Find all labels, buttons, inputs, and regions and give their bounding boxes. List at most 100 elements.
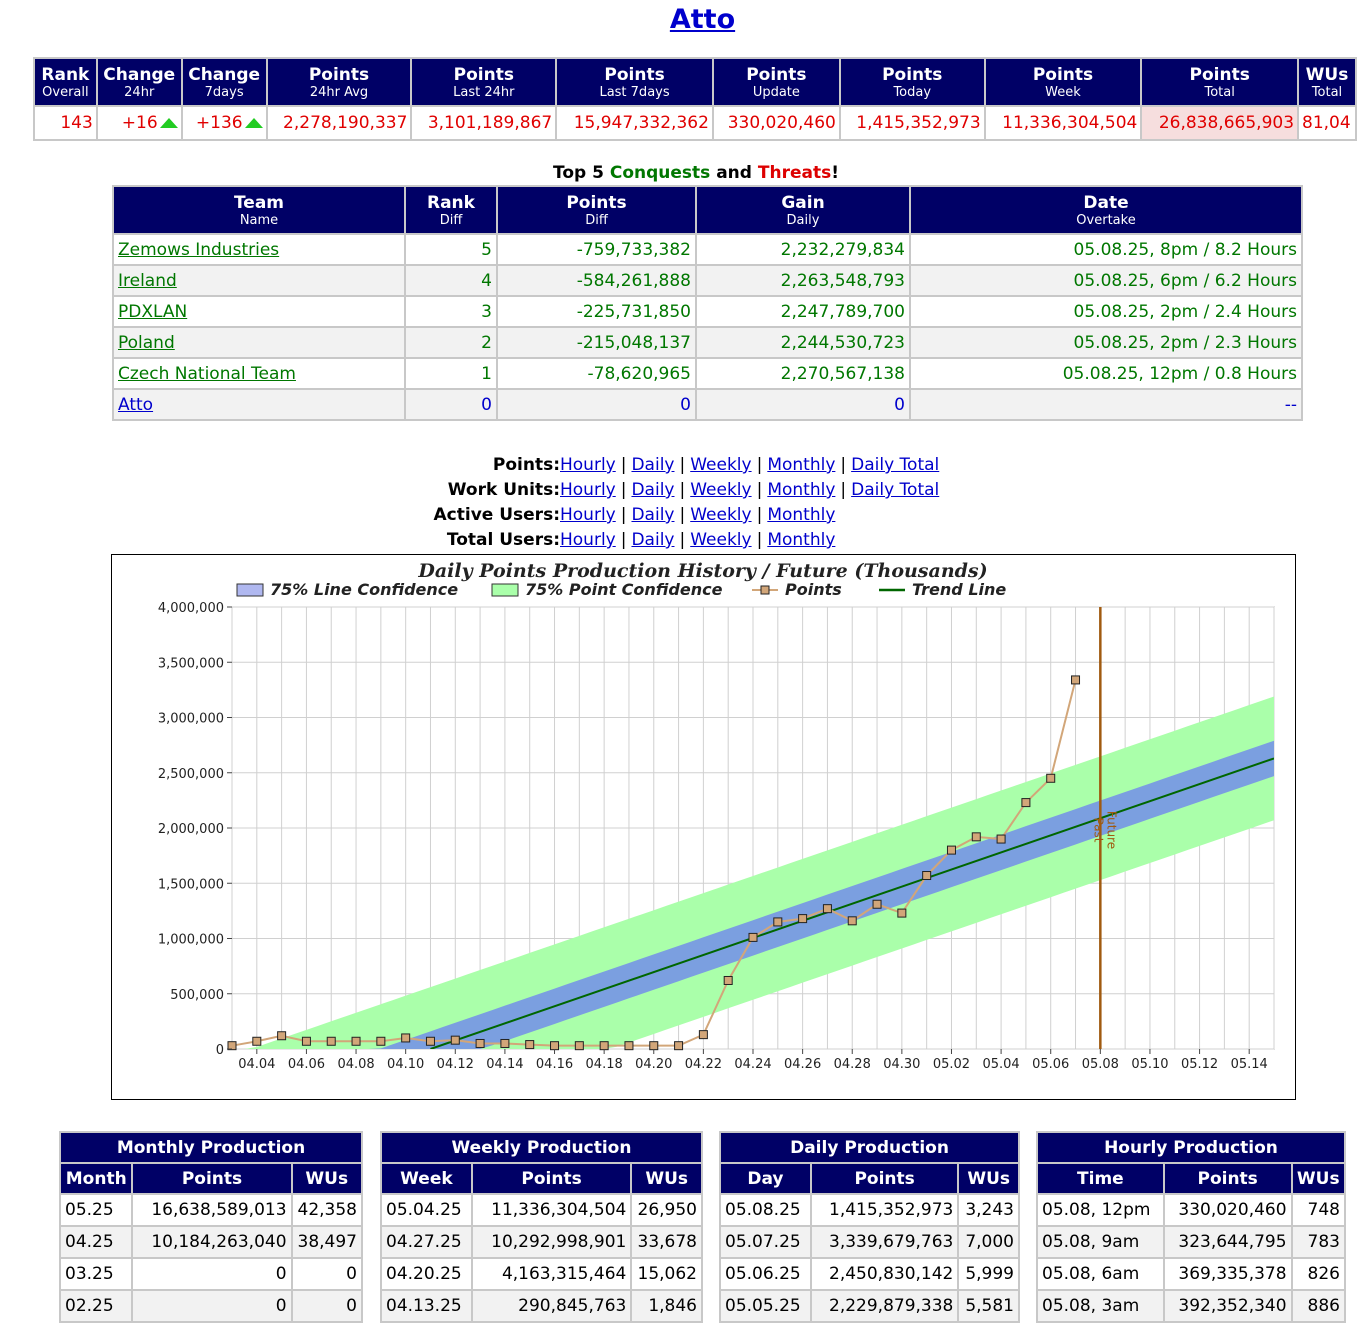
chart-link-daily-total[interactable]: Daily Total: [851, 455, 940, 475]
daily-title: Daily Production: [719, 1131, 1020, 1164]
hourly-column-row: Time Points WUs: [1036, 1162, 1347, 1195]
conquests-header-cell: Date Overtake: [909, 185, 1303, 235]
stats-value-cell: +136: [180, 105, 268, 141]
conquest-points: -215,048,137: [576, 332, 691, 353]
weekly-cell: 33,678: [630, 1225, 703, 1259]
stats-header-top: Rank: [41, 64, 90, 85]
data-point: [326, 1036, 336, 1046]
data-point: [847, 916, 857, 926]
chart-link-monthly[interactable]: Monthly: [767, 455, 836, 475]
daily-cell: 3,339,679,763: [809, 1225, 960, 1259]
daily-cell: 2,450,830,142: [809, 1257, 960, 1291]
x-tick-label: 04.26: [784, 1057, 821, 1072]
table-row: 05.04.25 11,336,304,504 26,950: [380, 1193, 703, 1227]
conquest-rank-cell: 0: [404, 388, 498, 421]
stats-header-row: Rank Overall Change 24hr Change 7days Points 24…: [33, 57, 1357, 107]
chart-link-weekly[interactable]: Weekly: [690, 455, 752, 475]
table-row: 05.08.25 1,415,352,973 3,243: [719, 1193, 1020, 1227]
data-point: [822, 904, 832, 914]
daily-cell: 7,000: [957, 1225, 1020, 1259]
table-row: 05.07.25 3,339,679,763 7,000: [719, 1225, 1020, 1259]
point-confidence-band: [232, 696, 1274, 1049]
hourly-cell: 323,644,795: [1162, 1225, 1293, 1259]
chart-link-daily[interactable]: Daily: [631, 455, 675, 475]
monthly-cell: 03.25: [58, 1257, 134, 1291]
monthly-cell: 05.25: [58, 1193, 134, 1227]
stats-value-cell: 26,838,665,903: [1140, 105, 1300, 141]
chart-link-row: Active Users:Hourly | Daily | Weekly | Monthly: [420, 505, 836, 525]
conquest-date-cell: 05.08.25, 2pm / 2.4 Hours: [909, 295, 1303, 328]
x-tick-label: 04.30: [883, 1057, 920, 1072]
weekly-cell: 290,845,763: [470, 1289, 633, 1323]
chart-link-monthly[interactable]: Monthly: [767, 505, 836, 525]
caption-threats: Threats: [757, 163, 832, 183]
conquest-row: PDXLAN 3 -225,731,850 2,247,789,700 05.08.25…: [112, 295, 1303, 328]
x-tick-label: 05.10: [1131, 1057, 1168, 1072]
data-point: [723, 975, 733, 985]
conquest-date: 05.08.25, 2pm / 2.4 Hours: [1073, 301, 1297, 322]
daily-cell: 1,415,352,973: [809, 1193, 960, 1227]
daily-column-header: WUs: [957, 1162, 1020, 1195]
conquests-header-cell: Team Name: [112, 185, 406, 235]
team-link[interactable]: Zemows Industries: [118, 239, 280, 260]
link-separator: |: [620, 480, 627, 500]
conquests-header-top: Rank: [427, 192, 475, 213]
data-point: [301, 1036, 311, 1046]
chart-link-daily[interactable]: Daily: [631, 480, 675, 500]
chart-link-daily[interactable]: Daily: [631, 530, 675, 550]
chart-link-monthly[interactable]: Monthly: [767, 530, 836, 550]
data-point: [698, 1030, 708, 1040]
weekly-cell: 4,163,315,464: [470, 1257, 633, 1291]
stats-header-top: Change: [188, 64, 261, 85]
chart-link-weekly[interactable]: Weekly: [690, 505, 752, 525]
conquest-gain-cell: 2,263,548,793: [695, 264, 911, 297]
conquest-rank-cell: 5: [404, 233, 498, 266]
conquest-date: 05.08.25, 12pm / 0.8 Hours: [1062, 363, 1297, 384]
conquests-header-top: Team: [233, 192, 285, 213]
team-link[interactable]: Poland: [118, 332, 175, 353]
conquest-gain-cell: 2,244,530,723: [695, 326, 911, 359]
chart-link-hourly[interactable]: Hourly: [560, 505, 616, 525]
x-tick-label: 04.28: [834, 1057, 871, 1072]
chart-link-hourly[interactable]: Hourly: [560, 530, 616, 550]
chart-link-hourly[interactable]: Hourly: [560, 455, 616, 475]
y-tick-label: 3,500,000: [158, 656, 224, 671]
weekly-column-row: Week Points WUs: [380, 1162, 703, 1195]
stats-header-cell: Points Last 7days: [555, 57, 714, 107]
monthly-cell: 42,358: [290, 1193, 364, 1227]
team-name-cell: Ireland: [112, 264, 406, 297]
conquest-gain-cell: 2,232,279,834: [695, 233, 911, 266]
team-link[interactable]: Ireland: [118, 270, 177, 291]
chart-link-monthly[interactable]: Monthly: [767, 480, 836, 500]
chart-link-hourly[interactable]: Hourly: [560, 480, 616, 500]
caption-conquests: Conquests: [609, 163, 711, 183]
conquests-header-top: Points: [566, 192, 627, 213]
chart-link-weekly[interactable]: Weekly: [690, 480, 752, 500]
monthly-cell: 0: [290, 1289, 364, 1323]
team-title-link[interactable]: Atto: [669, 4, 736, 35]
page-title[interactable]: Atto: [0, 4, 1357, 35]
monthly-cell: 04.25: [58, 1225, 134, 1259]
monthly-production-table: Monthly Production Month Points WUs 05.25 16,…: [58, 1131, 364, 1323]
team-name-cell: Zemows Industries: [112, 233, 406, 266]
team-link[interactable]: Atto: [118, 394, 154, 415]
monthly-title-row: Monthly Production: [59, 1131, 363, 1164]
team-link[interactable]: Czech National Team: [118, 363, 296, 384]
stats-value-cell: 81,04: [1297, 105, 1357, 141]
stats-value: 11,336,304,504: [1002, 113, 1138, 133]
monthly-column-header: WUs: [290, 1162, 364, 1195]
team-link[interactable]: PDXLAN: [118, 301, 188, 322]
daily-cell: 05.08.25: [719, 1193, 812, 1227]
stats-value-cell: 1,415,352,973: [838, 105, 986, 141]
chart-link-daily-total[interactable]: Daily Total: [851, 480, 940, 500]
conquest-points: -225,731,850: [576, 301, 691, 322]
stats-header-cell: Points Last 24hr: [410, 57, 558, 107]
chart-link-weekly[interactable]: Weekly: [690, 530, 752, 550]
conquest-date-cell: 05.08.25, 8pm / 8.2 Hours: [909, 233, 1303, 266]
stats-value-cell: 330,020,460: [711, 105, 841, 141]
stats-header-cell: Points Update: [711, 57, 841, 107]
chart-link-daily[interactable]: Daily: [631, 505, 675, 525]
conquest-date-cell: 05.08.25, 6pm / 6.2 Hours: [909, 264, 1303, 297]
data-point: [252, 1036, 262, 1046]
chart-link-label: Points:: [492, 455, 560, 475]
